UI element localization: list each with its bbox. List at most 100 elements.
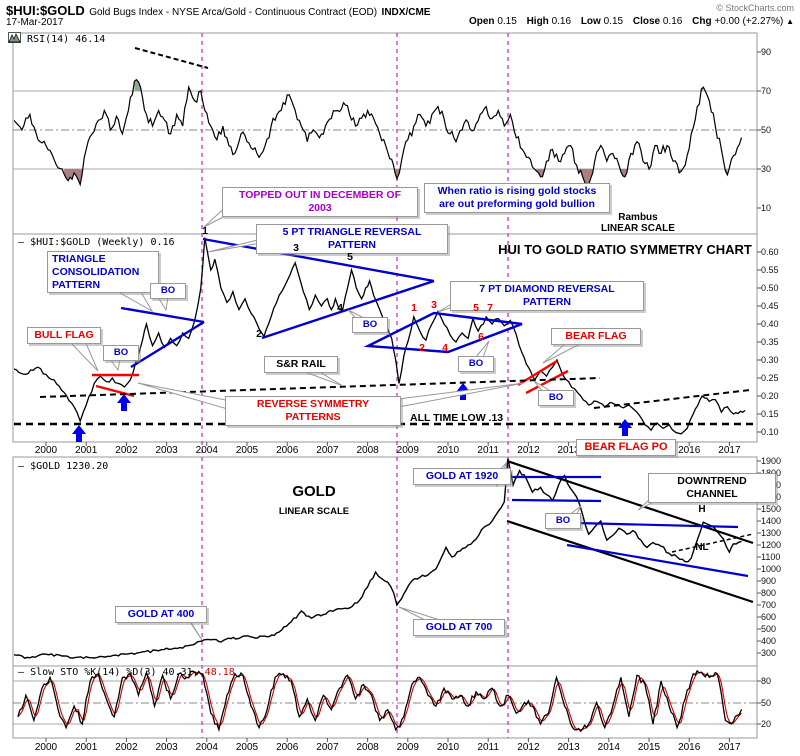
- annotation-dia-num-6: 6: [478, 331, 484, 343]
- open-label: Open: [468, 16, 495, 27]
- up-arrow-icon: [117, 394, 131, 411]
- annotation-bo-4: BO: [458, 356, 494, 372]
- gold-scale-label: 300: [761, 648, 777, 658]
- ratio-scale-label: 0.15: [761, 409, 779, 419]
- rsi-legend: RSI(14) 46.14: [8, 32, 105, 45]
- downtrend-channel-upper: [506, 459, 754, 545]
- year-label: 2011: [477, 445, 499, 456]
- diamond-pattern-outline: [363, 311, 523, 354]
- year-label: 2005: [235, 742, 259, 753]
- copyright: © StockCharts.com: [716, 3, 794, 13]
- ratio-scale-label: 0.35: [761, 337, 779, 347]
- gold-scale-label: 700: [761, 600, 777, 610]
- annotation-five-pt-triangle: 5 PT TRIANGLE REVERSAL PATTERN: [256, 224, 448, 254]
- year-label: 2014: [597, 742, 620, 753]
- rsi-scale-label: 90: [761, 47, 772, 57]
- chg-label: Chg: [692, 16, 712, 27]
- annotation-hui-title: HUI TO GOLD RATIO SYMMETRY CHART: [498, 242, 752, 257]
- downtrend-channel-lower: [506, 519, 754, 604]
- year-label: 2008: [356, 445, 379, 456]
- annotation-seven-pt-diamond: 7 PT DIAMOND REVERSAL PATTERN: [450, 281, 644, 311]
- ratio-scale-label: 0.20: [761, 391, 779, 401]
- rsi-series-line: [14, 78, 743, 187]
- header-title-row: $HUI:$GOLD Gold Bugs Index - NYSE Arca/G…: [6, 2, 430, 20]
- sto-d-line: [17, 671, 742, 731]
- ratio-scale-label: 0.40: [761, 319, 779, 329]
- year-label: 2011: [477, 742, 499, 753]
- high-label: High: [526, 16, 549, 27]
- up-arrow-icon: [618, 419, 632, 436]
- close-label: Close: [632, 16, 661, 27]
- bull-flag-lower: [95, 384, 135, 398]
- sr-rail-line-2: [593, 389, 751, 409]
- year-label: 2017: [718, 445, 741, 456]
- ticker-exchange: INDX/CME: [381, 7, 431, 18]
- annotation-dia-num-7: 7: [487, 302, 493, 314]
- gold-scale-label: 400: [761, 636, 777, 646]
- ratio-legend-text: $HUI:$GOLD (Weekly) 0.16: [30, 237, 175, 248]
- annotation-bo-3: BO: [352, 317, 388, 333]
- indicator-mountain-icon: [8, 32, 21, 43]
- annotation-bear-flag: BEAR FLAG: [551, 328, 641, 345]
- ratio-scale-label: 0.30: [761, 355, 779, 365]
- annotation-tri-num-2: 2: [256, 328, 262, 340]
- gold-legend-text: $GOLD 1230.20: [30, 461, 109, 472]
- annotation-reverse-symmetry: REVERSE SYMMETRY PATTERNS: [225, 396, 401, 426]
- year-label: 2006: [276, 445, 299, 456]
- annotation-dia-num-1: 1: [411, 302, 417, 314]
- year-label: 2004: [195, 445, 218, 456]
- ratio-scale-label: 0.45: [761, 301, 779, 311]
- annotation-gold-700: GOLD AT 700: [413, 619, 505, 636]
- sto-scale-label: 20: [761, 719, 772, 729]
- rsi-scale-label: 50: [761, 125, 772, 135]
- annotation-bo-6: BO: [545, 513, 581, 529]
- bear-flag-lower: [525, 369, 569, 395]
- annotation-all-time-low: ALL TIME LOW .13: [410, 412, 504, 424]
- small-triangle-lower: [130, 320, 205, 369]
- gold-scale-label: 1900: [761, 456, 782, 466]
- year-label: 2010: [436, 742, 460, 753]
- annotation-bull-flag: BULL FLAG: [27, 327, 101, 344]
- annotation-gold-linear-scale: LINEAR SCALE: [278, 506, 350, 517]
- annotation-topped-out: TOPPED OUT IN DECEMBER OF 2003: [222, 187, 418, 217]
- gold-panel-box: [12, 456, 758, 667]
- sto-scale-label: 50: [761, 698, 772, 708]
- year-label: 2012: [517, 742, 540, 753]
- annotation-dia-num-2: 2: [419, 342, 425, 354]
- annotation-rambus: Rambus: [618, 212, 658, 223]
- ratio-line-swatch: —: [18, 237, 25, 248]
- annotation-tri-num-1: 1: [202, 225, 208, 237]
- low-label: Low: [580, 16, 601, 27]
- sto-k-line: [17, 669, 743, 733]
- annotation-dia-num-5: 5: [473, 302, 479, 314]
- sto-scale-label: 80: [761, 676, 772, 686]
- year-label: 2012: [517, 445, 540, 456]
- year-label: 2002: [115, 445, 138, 456]
- gold-scale-label: 1400: [761, 516, 782, 526]
- year-label: 2001: [75, 445, 98, 456]
- ratio-scale-label: 0.25: [761, 373, 779, 383]
- year-label: 2013: [557, 742, 580, 753]
- year-label: 2007: [316, 742, 339, 753]
- annotation-bo-1: BO: [150, 283, 186, 299]
- year-label: 2016: [678, 742, 701, 753]
- gold-scale-label: 1100: [761, 552, 781, 562]
- annotation-tri-num-4: 4: [337, 302, 343, 314]
- open-value: 0.15: [497, 16, 517, 27]
- big-triangle-lower: [261, 279, 435, 340]
- close-value: 0.16: [662, 16, 683, 27]
- year-label: 2017: [718, 742, 741, 753]
- year-label: 2008: [356, 742, 379, 753]
- year-label: 2003: [155, 742, 178, 753]
- year-label: 2013: [557, 445, 580, 456]
- annotation-downtrend-channel: DOWNTREND CHANNEL: [648, 473, 776, 503]
- year-label: 2009: [396, 742, 419, 753]
- annotation-sr-rail: S&R RAIL: [264, 356, 338, 373]
- gold-scale-label: 600: [761, 612, 777, 622]
- ratio-scale-label: 0.55: [761, 265, 779, 275]
- annotation-gold-400: GOLD AT 400: [115, 606, 207, 623]
- annotation-bo-5: BO: [538, 390, 574, 406]
- gold-scale-label: 1200: [761, 540, 782, 550]
- sto-legend: — Slow STO %K(14) %D(3) 40.31, 48.18: [18, 667, 235, 678]
